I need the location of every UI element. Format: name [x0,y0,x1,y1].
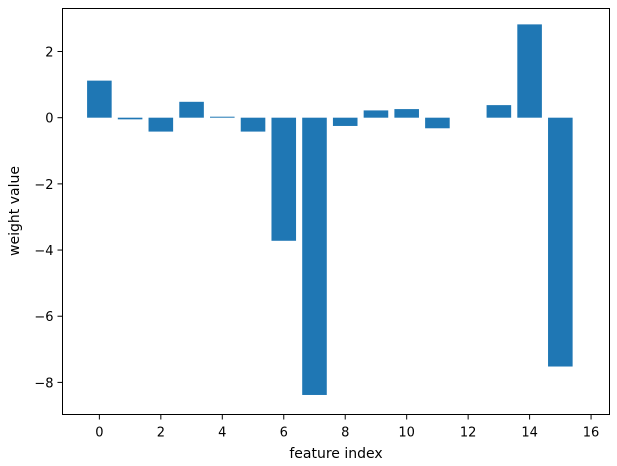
bar-feature-4 [210,116,235,118]
x-tick-label: 14 [521,426,538,441]
y-tick-label: −4 [34,244,53,259]
x-axis-ticks: 0 2 4 6 8 10 12 14 16 [95,414,600,441]
plot-area-border [62,8,610,415]
y-axis-label: weight value [7,166,23,256]
x-tick-label: 4 [218,426,226,441]
x-tick-label: 0 [95,426,103,441]
axes-frame [62,8,610,415]
y-tick-label: 2 [45,46,53,61]
x-tick-label: 10 [398,426,415,441]
bar-feature-7 [302,117,327,395]
x-tick-label: 6 [280,426,288,441]
y-axis-ticks: −8 −6 −4 −2 0 2 [34,46,63,391]
x-tick-label: 12 [460,426,477,441]
bar-feature-10 [394,109,419,118]
bar-feature-14 [517,24,542,118]
bar-feature-11 [425,117,450,129]
bar-feature-13 [486,105,512,118]
x-tick-label: 2 [157,426,165,441]
x-axis-label: feature index [289,446,382,462]
bars-layer [87,24,573,395]
bar-feature-0 [87,80,112,118]
bar-feature-8 [332,117,358,126]
bar-feature-1 [117,117,143,120]
x-tick-label: 16 [583,426,600,441]
bar-feature-5 [240,117,266,132]
y-tick-label: −2 [34,178,53,193]
bar-feature-15 [548,117,573,367]
bar-feature-9 [363,110,389,118]
bar-feature-3 [179,101,204,118]
y-tick-label: −6 [34,310,53,325]
x-tick-label: 8 [341,426,349,441]
bar-feature-6 [271,117,297,241]
y-tick-label: 0 [45,112,53,127]
y-tick-label: −8 [34,376,53,391]
bar-feature-2 [148,117,174,132]
